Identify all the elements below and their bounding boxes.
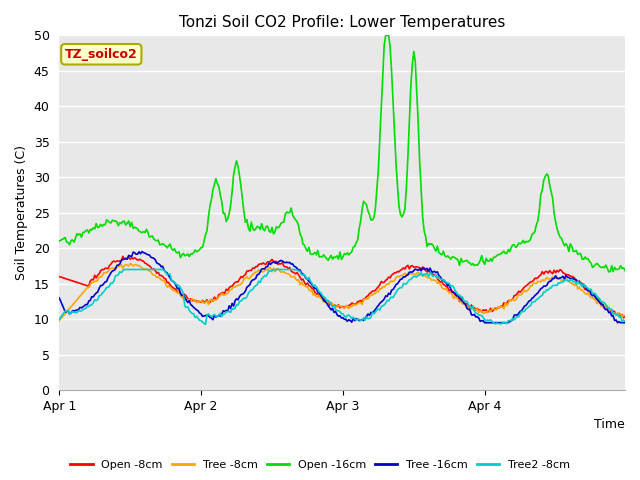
Legend: Open -8cm, Tree -8cm, Open -16cm, Tree -16cm, Tree2 -8cm: Open -8cm, Tree -8cm, Open -16cm, Tree -… <box>66 456 574 474</box>
Text: TZ_soilco2: TZ_soilco2 <box>65 48 138 61</box>
Title: Tonzi Soil CO2 Profile: Lower Temperatures: Tonzi Soil CO2 Profile: Lower Temperatur… <box>179 15 506 30</box>
X-axis label: Time: Time <box>595 419 625 432</box>
Y-axis label: Soil Temperatures (C): Soil Temperatures (C) <box>15 145 28 280</box>
